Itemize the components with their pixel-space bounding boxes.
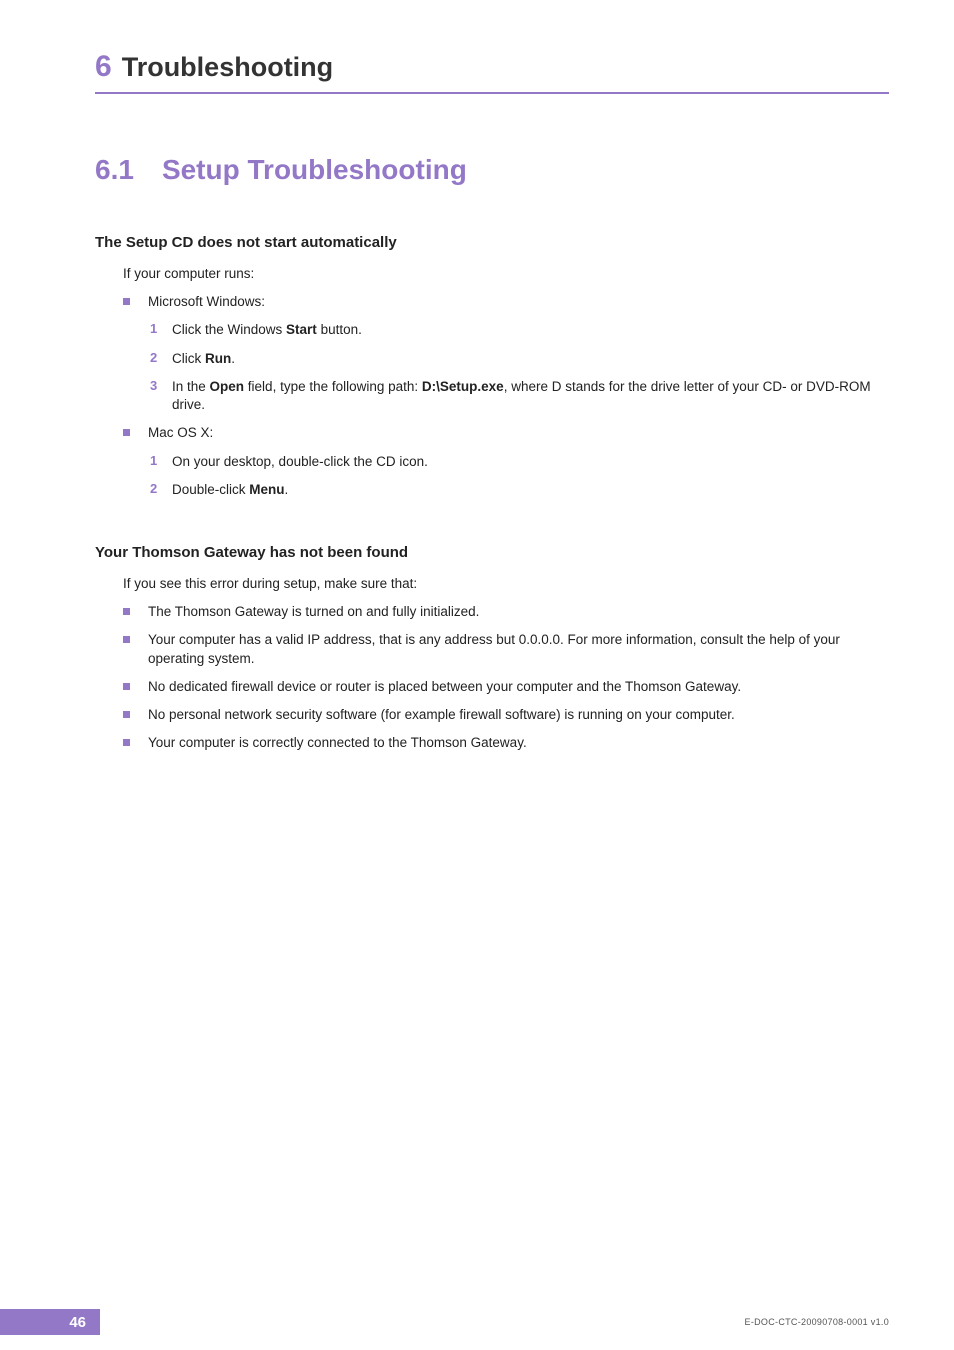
block-setup-cd: The Setup CD does not start automaticall…: [95, 234, 889, 499]
step-text: Click Run.: [172, 350, 889, 368]
square-bullet-icon: [123, 636, 130, 643]
square-bullet-icon: [123, 711, 130, 718]
bullet-text: No dedicated firewall device or router i…: [148, 678, 889, 696]
bullet-macosx: Mac OS X:: [123, 424, 889, 442]
bullet-windows: Microsoft Windows:: [123, 293, 889, 311]
step-number: 3: [150, 378, 172, 393]
bullet-text: Your computer is correctly connected to …: [148, 734, 889, 752]
intro-text: If your computer runs:: [123, 265, 889, 283]
subhead-setup-cd: The Setup CD does not start automaticall…: [95, 234, 889, 251]
bullet-text: The Thomson Gateway is turned on and ful…: [148, 603, 889, 621]
bullet-item: No personal network security software (f…: [123, 706, 889, 724]
page-number-badge: 46: [0, 1309, 100, 1335]
subhead-gateway: Your Thomson Gateway has not been found: [95, 544, 889, 561]
square-bullet-icon: [123, 298, 130, 305]
step-text: Click the Windows Start button.: [172, 321, 889, 339]
step-1: 1 Click the Windows Start button.: [150, 321, 889, 339]
bullet-text: Your computer has a valid IP address, th…: [148, 631, 889, 667]
step-1: 1 On your desktop, double-click the CD i…: [150, 453, 889, 471]
square-bullet-icon: [123, 429, 130, 436]
bullet-item: The Thomson Gateway is turned on and ful…: [123, 603, 889, 621]
block-gateway-not-found: Your Thomson Gateway has not been found …: [95, 544, 889, 753]
chapter-header: 6 Troubleshooting: [95, 50, 889, 94]
bullet-item: Your computer is correctly connected to …: [123, 734, 889, 752]
bullet-item: Your computer has a valid IP address, th…: [123, 631, 889, 667]
step-text: In the Open field, type the following pa…: [172, 378, 889, 414]
step-text: On your desktop, double-click the CD ico…: [172, 453, 889, 471]
chapter-title: Troubleshooting: [122, 52, 333, 83]
step-number: 2: [150, 481, 172, 496]
chapter-number: 6: [95, 50, 112, 84]
step-2: 2 Double-click Menu.: [150, 481, 889, 499]
step-3: 3 In the Open field, type the following …: [150, 378, 889, 414]
bullet-text: Mac OS X:: [148, 424, 889, 442]
square-bullet-icon: [123, 683, 130, 690]
bullet-text: No personal network security software (f…: [148, 706, 889, 724]
bullet-item: No dedicated firewall device or router i…: [123, 678, 889, 696]
square-bullet-icon: [123, 739, 130, 746]
page-number: 46: [69, 1314, 86, 1331]
step-2: 2 Click Run.: [150, 350, 889, 368]
step-text: Double-click Menu.: [172, 481, 889, 499]
section-header: 6.1 Setup Troubleshooting: [95, 154, 889, 186]
section-title: Setup Troubleshooting: [162, 154, 467, 186]
step-number: 1: [150, 321, 172, 336]
step-number: 1: [150, 453, 172, 468]
section-number: 6.1: [95, 154, 134, 186]
square-bullet-icon: [123, 608, 130, 615]
step-number: 2: [150, 350, 172, 365]
bullet-text: Microsoft Windows:: [148, 293, 889, 311]
document-id: E-DOC-CTC-20090708-0001 v1.0: [745, 1317, 889, 1327]
intro-text: If you see this error during setup, make…: [123, 575, 889, 593]
